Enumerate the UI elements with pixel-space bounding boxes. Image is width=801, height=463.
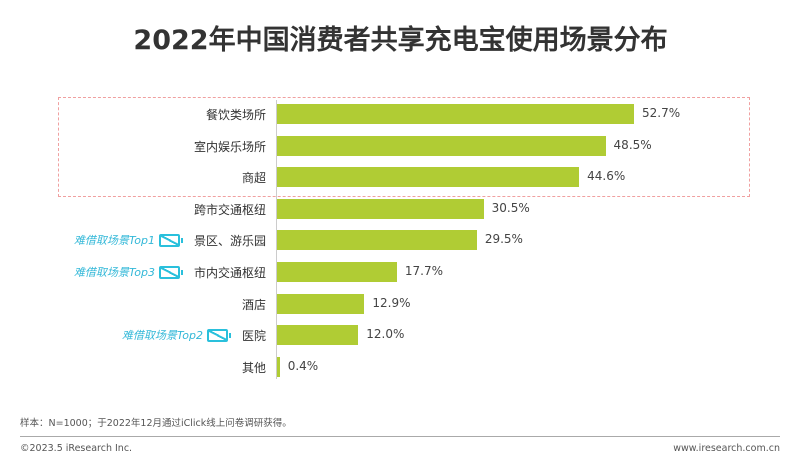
value-label: 29.5% [484, 232, 523, 247]
chart-title: 2022年中国消费者共享充电宝使用场景分布 [133, 25, 668, 56]
value-label: 12.0% [366, 327, 405, 342]
category-label: 酒店 [241, 297, 266, 312]
category-label: 景区、游乐园 [193, 234, 266, 249]
annotation: 难借取场景Top3 [73, 264, 183, 280]
annotation: 难借取场景Top2 [121, 327, 231, 343]
category-label: 室内娱乐场所 [193, 139, 266, 154]
website: www.iresearch.com.cn [673, 443, 780, 454]
value-label: 12.9% [372, 295, 411, 310]
bar [277, 167, 580, 188]
copyright: ©2023.5 iResearch Inc. [20, 443, 133, 454]
annotation-text: 难借取场景Top3 [73, 266, 155, 279]
annotation-text: 难借取场景Top2 [121, 329, 203, 343]
bar [277, 104, 634, 124]
category-label: 医院 [241, 329, 266, 344]
value-label: 17.7% [404, 264, 444, 278]
value-label: 44.6% [587, 169, 626, 184]
bar [277, 135, 606, 156]
category-label: 其他 [241, 360, 266, 375]
bar [277, 230, 477, 251]
annotation-text: 难借取场景Top1 [73, 234, 155, 248]
category-label: 商超 [241, 171, 266, 186]
empty-battery-icon [207, 328, 231, 342]
value-label: 52.7% [642, 106, 681, 120]
highlight-box [58, 97, 750, 197]
empty-battery-icon [159, 233, 183, 247]
category-label: 市内交通枢纽 [193, 266, 266, 280]
bar [277, 262, 397, 282]
bar [277, 198, 484, 219]
value-label: 30.5% [491, 200, 530, 215]
category-label: 餐饮类场所 [205, 108, 266, 122]
annotation: 难借取场景Top1 [73, 232, 183, 248]
value-label: 48.5% [613, 137, 652, 152]
bar [277, 356, 280, 377]
value-label: 0.4% [287, 358, 319, 373]
bar [277, 293, 365, 314]
footer-divider [20, 436, 780, 437]
empty-battery-icon [159, 265, 183, 279]
sample-note: 样本：N=1000；于2022年12月通过iClick线上问卷调研获得。 [20, 418, 292, 429]
bar [277, 325, 359, 346]
y-axis-line [276, 100, 277, 379]
category-label: 跨市交通枢纽 [193, 202, 266, 217]
